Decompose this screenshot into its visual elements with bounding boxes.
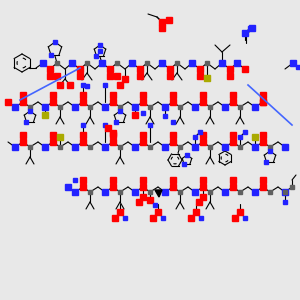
Polygon shape	[155, 190, 162, 197]
